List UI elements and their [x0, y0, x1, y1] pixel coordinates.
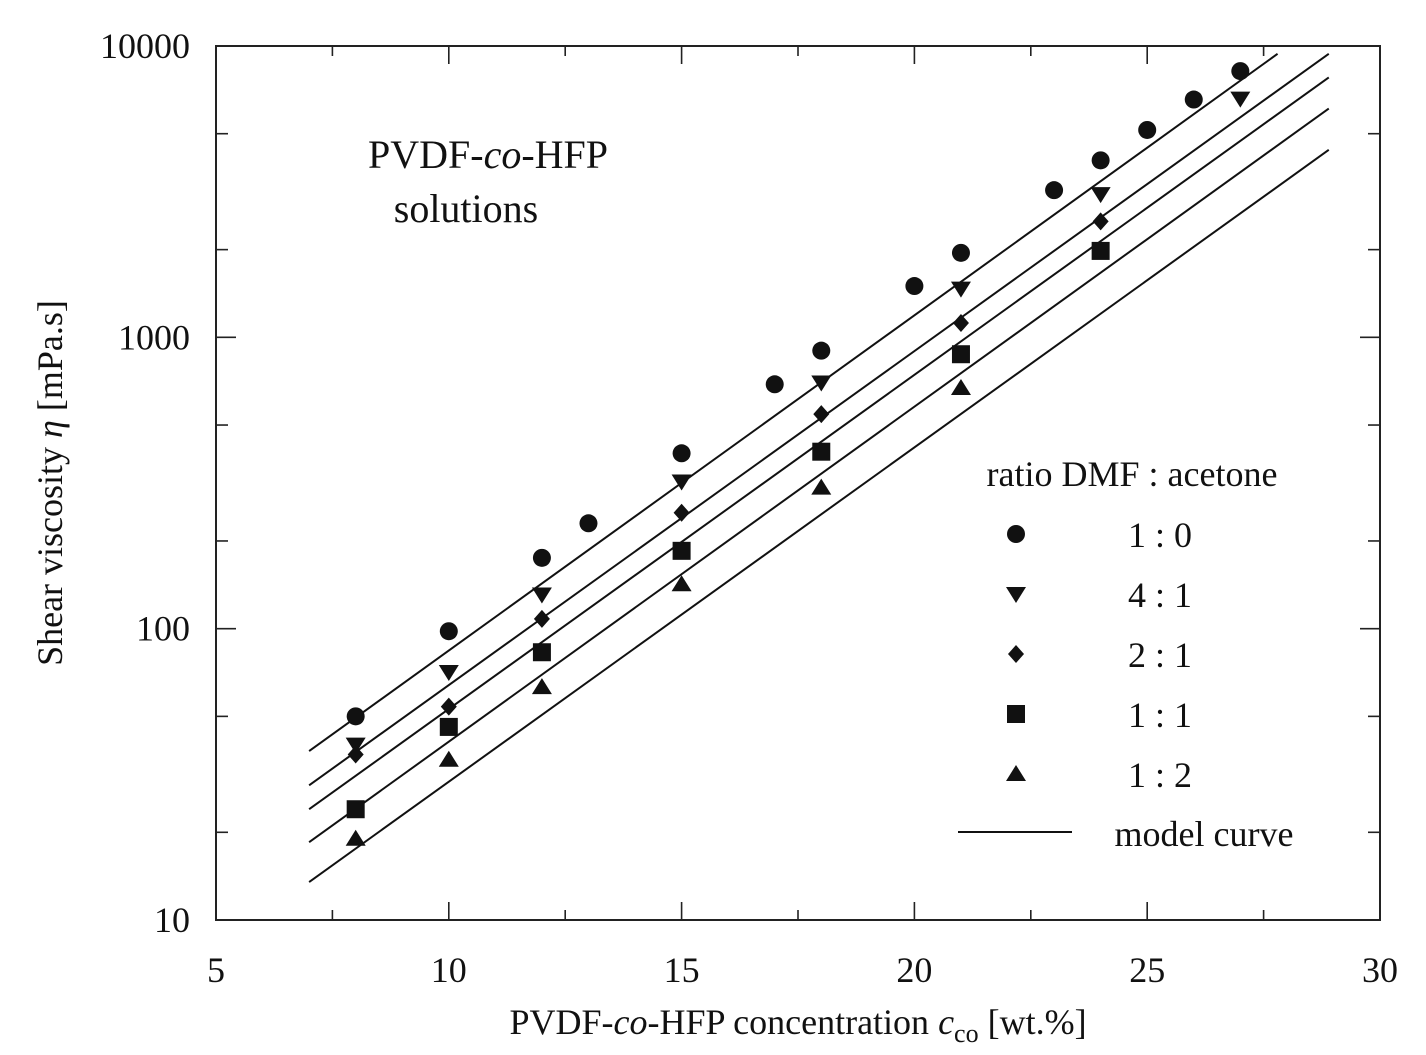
data-point-triangle-down [1090, 187, 1111, 204]
data-point-triangle-up [531, 678, 552, 695]
data-point-circle [1184, 90, 1203, 109]
data-point-triangle-up [811, 478, 832, 495]
data-point-triangle-down [950, 281, 971, 298]
x-tick-label: 20 [896, 950, 932, 990]
model-curve-4 [308, 149, 1330, 883]
data-point-diamond [673, 503, 690, 522]
legend-marker-triangle-up [1006, 765, 1026, 781]
model-curve-0 [308, 53, 1279, 752]
data-point-triangle-up [438, 750, 459, 767]
data-point-circle [812, 341, 831, 360]
data-point-square [812, 442, 831, 461]
data-point-square [672, 541, 691, 560]
data-point-square [439, 717, 458, 736]
data-point-circle [905, 277, 924, 296]
data-point-circle [765, 375, 784, 394]
data-point-triangle-down [671, 474, 692, 491]
data-point-circle [346, 707, 365, 726]
data-point-triangle-up [950, 379, 971, 396]
x-tick-label: 10 [431, 950, 467, 990]
legend-label: 1 : 2 [1128, 755, 1192, 795]
data-point-square [532, 643, 551, 662]
data-point-circle [1045, 181, 1064, 200]
y-tick-label: 100 [136, 609, 190, 649]
legend-marker-triangle-down [1006, 587, 1026, 603]
legend-marker-circle [1007, 525, 1025, 543]
data-point-square [346, 800, 365, 819]
legend-label: 1 : 0 [1128, 515, 1192, 555]
data-point-circle [672, 444, 691, 463]
x-tick-label: 30 [1362, 950, 1398, 990]
x-tick-label: 25 [1129, 950, 1165, 990]
data-point-triangle-up [345, 829, 366, 846]
y-tick-label: 1000 [118, 317, 190, 357]
legend-marker-diamond [1008, 645, 1024, 663]
data-point-diamond [952, 313, 969, 332]
x-tick-label: 5 [207, 950, 225, 990]
legend-label: 2 : 1 [1128, 635, 1192, 675]
data-point-diamond [533, 609, 550, 628]
data-point-triangle-down [531, 587, 552, 604]
y-tick-label: 10000 [100, 26, 190, 66]
annotation-line-1: PVDF-co-HFP [368, 132, 608, 177]
legend-model-label: model curve [1115, 814, 1294, 854]
data-point-triangle-down [811, 375, 832, 392]
axis-ticks [215, 45, 1381, 921]
data-point-circle [951, 243, 970, 262]
data-point-square [951, 345, 970, 364]
legend-marker-square [1007, 705, 1025, 723]
data-point-circle [439, 622, 458, 641]
data-markers [345, 62, 1251, 846]
model-curve-3 [308, 107, 1330, 843]
annotation-line-2: solutions [394, 186, 538, 231]
x-axis-title: PVDF-co-HFP concentration cco [wt.%] [509, 1002, 1086, 1048]
data-point-diamond [1092, 212, 1109, 231]
data-point-diamond [813, 405, 830, 424]
y-axis-title: Shear viscosity η [mPa.s] [30, 300, 70, 666]
data-point-circle [1091, 151, 1110, 170]
data-point-circle [532, 548, 551, 567]
x-tick-label: 15 [664, 950, 700, 990]
data-point-triangle-up [671, 575, 692, 592]
data-point-triangle-down [438, 665, 459, 682]
legend-title: ratio DMF : acetone [987, 454, 1278, 494]
legend-label: 4 : 1 [1128, 575, 1192, 615]
data-point-square [1091, 241, 1110, 260]
data-point-diamond [347, 745, 364, 764]
data-point-circle [579, 514, 598, 533]
data-point-diamond [440, 697, 457, 716]
data-point-triangle-down [1230, 91, 1251, 108]
tick-labels: 5 10 15 20 25 30 10 100 1000 10000 [100, 26, 1398, 990]
legend: ratio DMF : acetone 1 : 0 4 : 1 2 : 1 1 : 1… [958, 454, 1293, 854]
y-tick-label: 10 [154, 900, 190, 940]
data-point-circle [1138, 120, 1157, 139]
data-point-circle [1231, 62, 1250, 81]
legend-label: 1 : 1 [1128, 695, 1192, 735]
